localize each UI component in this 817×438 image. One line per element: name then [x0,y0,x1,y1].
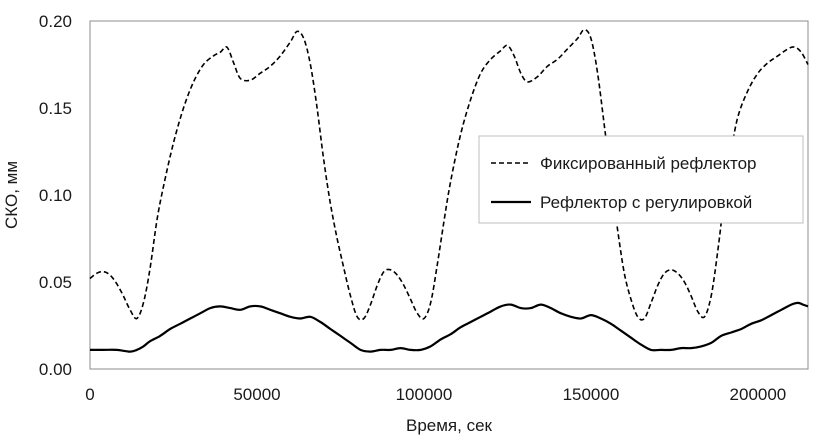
x-tick-label: 100000 [396,385,453,404]
plot-area-frame [89,20,809,370]
series-layer [89,28,809,353]
y-tick-label: 0.15 [39,99,72,118]
series-line-fixed-reflector [89,28,809,321]
series-line-adjustable-reflector [90,301,809,353]
x-tick-label: 200000 [730,385,787,404]
y-axis-ticks: 0.00 0.05 0.10 0.15 0.20 [39,12,72,379]
legend: Фиксированный рефлектор Рефлектор с регу… [478,135,804,224]
y-tick-label: 0.10 [39,186,72,205]
legend-label-adjustable-reflector: Рефлектор с регулировкой [540,193,752,212]
y-tick-label: 0.00 [39,360,72,379]
x-axis-title: Время, сек [406,416,493,435]
x-tick-label: 0 [85,385,94,404]
x-axis-ticks: 0 50000 100000 150000 200000 [85,385,786,404]
x-tick-label: 50000 [233,385,280,404]
legend-box [478,135,804,224]
y-tick-label: 0.20 [39,12,72,31]
x-tick-label: 150000 [563,385,620,404]
legend-label-fixed-reflector: Фиксированный рефлектор [540,154,757,173]
y-axis-title: СКО, мм [2,161,21,229]
y-tick-label: 0.05 [39,273,72,292]
